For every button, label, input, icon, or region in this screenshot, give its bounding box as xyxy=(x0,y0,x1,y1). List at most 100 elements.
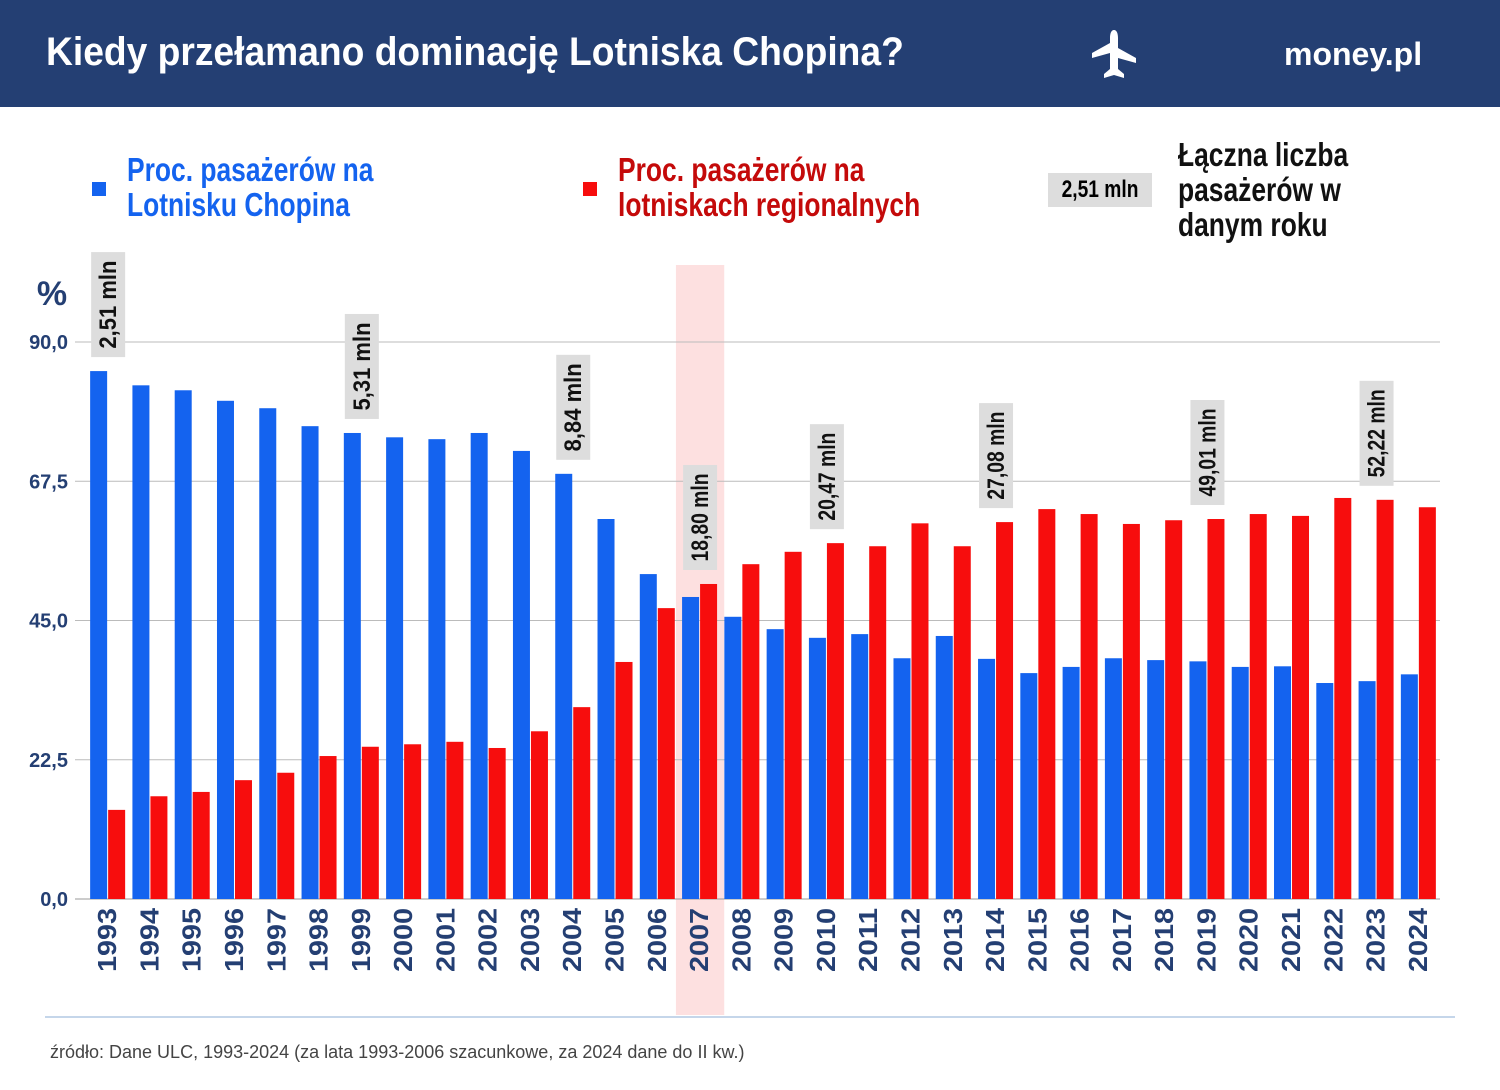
bar xyxy=(724,616,742,899)
legend-swatch xyxy=(583,182,597,196)
bar xyxy=(108,809,126,899)
x-tick-label: 2016 xyxy=(1065,908,1095,972)
bar xyxy=(1376,499,1394,899)
bar xyxy=(428,439,446,899)
total-label: 52,22 mln xyxy=(1364,389,1391,477)
bar xyxy=(1020,673,1038,899)
x-tick-label: 2022 xyxy=(1318,908,1348,972)
total-label-box xyxy=(1359,380,1394,486)
bar xyxy=(259,408,277,899)
bar xyxy=(301,426,319,899)
bar xyxy=(1316,683,1334,899)
x-tick-label: 1996 xyxy=(219,908,249,972)
total-label: 2,51 mln xyxy=(95,261,122,349)
legend-label: Proc. pasażerów na Lotnisku Chopina xyxy=(127,151,374,223)
bar xyxy=(277,772,295,899)
total-label: 5,31 mln xyxy=(349,322,376,410)
total-label-box xyxy=(979,403,1014,509)
x-tick-label: 2024 xyxy=(1403,907,1433,972)
x-tick-label: 2011 xyxy=(853,908,883,972)
x-tick-label: 2018 xyxy=(1149,908,1179,972)
legend-label: Proc. pasażerów na lotniskach regionalny… xyxy=(618,151,921,223)
bar xyxy=(530,731,548,899)
y-tick-label: 22,5 xyxy=(29,750,68,772)
bar xyxy=(216,400,234,899)
total-label-box xyxy=(809,424,844,530)
x-tick-label: 2006 xyxy=(642,908,672,972)
logo: money.pl xyxy=(1284,36,1423,72)
bar xyxy=(1147,660,1165,899)
bar xyxy=(1292,515,1310,899)
bar xyxy=(826,543,844,899)
bar xyxy=(615,661,633,899)
legend-swatch xyxy=(92,182,106,196)
bar xyxy=(742,564,760,899)
bar xyxy=(784,551,802,899)
x-tick-label: 2023 xyxy=(1361,908,1391,972)
total-label: 8,84 mln xyxy=(560,363,587,451)
x-tick-label: 2003 xyxy=(515,908,545,972)
total-label-box xyxy=(91,252,126,358)
bar xyxy=(766,629,784,899)
bar xyxy=(488,747,506,899)
bar xyxy=(234,780,252,899)
x-tick-label: 2004 xyxy=(557,907,587,972)
bar xyxy=(573,707,591,899)
bar xyxy=(682,596,700,899)
total-label-box xyxy=(1190,400,1225,506)
x-tick-label: 2012 xyxy=(895,908,925,972)
bar xyxy=(953,546,971,899)
x-tick-label: 2017 xyxy=(1107,908,1137,972)
total-label-box xyxy=(556,354,591,460)
chart: % 0,0 22,5 45,0 67,5 90,0 1993 2,51 mln 1994 1995… xyxy=(29,252,1440,1015)
x-tick-label: 1994 xyxy=(134,907,164,972)
bar xyxy=(869,546,887,899)
bar xyxy=(1038,509,1056,899)
total-label: 27,08 mln xyxy=(983,412,1010,500)
source: źródło: Dane ULC, 1993-2024 (za lata 199… xyxy=(50,1042,745,1062)
x-tick-label: 2002 xyxy=(473,908,503,972)
y-tick-label: 90,0 xyxy=(29,332,68,354)
total-label: 20,47 mln xyxy=(814,433,841,521)
bar xyxy=(1122,523,1140,899)
bar xyxy=(700,583,718,899)
bar xyxy=(1418,507,1436,899)
x-tick-label: 2014 xyxy=(980,907,1010,972)
total-label-box xyxy=(344,313,379,419)
bar xyxy=(174,390,192,899)
bar xyxy=(470,432,488,899)
bar xyxy=(192,791,210,899)
bar xyxy=(386,437,404,899)
title: Kiedy przełamano dominację Lotniska Chop… xyxy=(46,30,904,74)
bar xyxy=(150,796,168,899)
y-tick-label: 67,5 xyxy=(29,471,68,493)
bar xyxy=(1207,519,1225,899)
bar xyxy=(1104,658,1122,899)
header: Kiedy przełamano dominację Lotniska Chop… xyxy=(0,0,1500,107)
x-tick-label: 2005 xyxy=(600,908,630,972)
x-tick-label: 1999 xyxy=(346,908,376,972)
x-tick-label: 2020 xyxy=(1234,908,1264,972)
y-tick-label: 0,0 xyxy=(40,889,68,911)
total-label: 18,80 mln xyxy=(687,473,714,561)
bar xyxy=(1358,681,1376,899)
bar xyxy=(851,634,869,899)
bar xyxy=(512,450,530,899)
plane-icon xyxy=(1092,30,1136,78)
totals-legend-sample: 2,51 mln xyxy=(1048,173,1152,207)
totals-legend-sample-text: 2,51 mln xyxy=(1061,176,1139,203)
bar xyxy=(1249,514,1267,899)
bar xyxy=(361,746,379,899)
total-label: 49,01 mln xyxy=(1194,409,1221,497)
x-tick-label: 2007 xyxy=(684,908,714,972)
total-label-box xyxy=(683,464,718,570)
bar xyxy=(446,741,464,899)
bar xyxy=(911,523,929,899)
bar xyxy=(808,637,826,899)
bar xyxy=(935,635,953,899)
totals-legend-text: Łączna liczba pasażerów w danym roku xyxy=(1178,136,1349,243)
bar xyxy=(343,432,361,899)
bar xyxy=(90,371,108,899)
x-tick-label: 2015 xyxy=(1022,908,1052,972)
x-tick-label: 1997 xyxy=(261,908,291,972)
